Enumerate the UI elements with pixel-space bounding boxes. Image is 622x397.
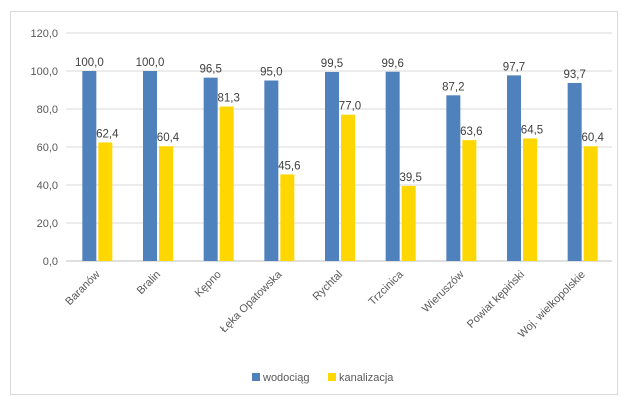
bar-kanalizacja — [219, 106, 234, 261]
data-label: 100,0 — [75, 57, 104, 69]
data-label: 39,5 — [399, 172, 421, 184]
data-label: 93,7 — [563, 69, 585, 81]
data-label: 63,6 — [460, 126, 482, 138]
category-label: Powiat kępiński — [465, 269, 527, 331]
category-label: Baranów — [63, 269, 102, 308]
y-tick-label: 80,0 — [37, 104, 58, 116]
y-tick-label: 100,0 — [30, 66, 58, 78]
data-label: 81,3 — [217, 93, 239, 105]
data-label: 99,6 — [381, 58, 403, 70]
category-label: Trzcinica — [366, 268, 406, 308]
bar-kanalizacja — [98, 142, 113, 261]
y-tick-label: 60,0 — [37, 142, 58, 154]
legend-swatch — [252, 373, 260, 381]
data-label: 100,0 — [136, 57, 165, 69]
category-label: Woj. wielkopolskie — [516, 269, 588, 341]
bar-kanalizacja — [280, 174, 295, 261]
data-label: 87,2 — [442, 81, 464, 93]
bar-kanalizacja — [341, 114, 355, 261]
data-label: 99,5 — [321, 58, 343, 70]
bar-wodociag — [385, 71, 400, 261]
y-tick-label: 40,0 — [37, 180, 58, 192]
category-label: Wieruszów — [420, 269, 467, 316]
legend-label: wodociąg — [262, 372, 309, 384]
data-label: 95,0 — [260, 67, 282, 79]
bar-wodociag — [446, 95, 461, 261]
data-label: 62,4 — [96, 128, 119, 140]
data-label: 60,4 — [157, 132, 180, 144]
y-tick-label: 20,0 — [37, 218, 58, 230]
bar-kanalizacja — [523, 138, 537, 261]
category-label: Łęka Opatowska — [218, 268, 285, 335]
legend-swatch — [328, 373, 336, 381]
bar-wodociag — [325, 71, 339, 261]
y-tick-label: 0,0 — [43, 256, 58, 268]
bar-kanalizacja — [583, 146, 598, 261]
bar-wodociag — [507, 75, 521, 262]
bar-wodociag — [567, 82, 582, 261]
bar-kanalizacja — [159, 146, 173, 261]
y-tick-label: 120,0 — [30, 28, 58, 40]
category-label: Bralin — [135, 269, 163, 297]
data-label: 60,4 — [581, 132, 604, 144]
data-label: 64,5 — [521, 124, 543, 136]
data-label: 97,7 — [503, 61, 525, 73]
data-label: 96,5 — [199, 64, 221, 76]
category-label: Kępno — [193, 269, 224, 300]
legend-label: kanalizacja — [339, 372, 394, 384]
bar-wodociag — [264, 80, 279, 261]
data-label: 45,6 — [278, 160, 300, 172]
category-label: Rychtal — [311, 269, 345, 303]
bar-wodociag — [203, 77, 218, 262]
bar-kanalizacja — [401, 185, 416, 261]
bar-wodociag — [143, 71, 157, 261]
bar-kanalizacja — [462, 140, 477, 261]
bar-wodociag — [82, 71, 97, 261]
data-label: 77,0 — [339, 101, 361, 113]
